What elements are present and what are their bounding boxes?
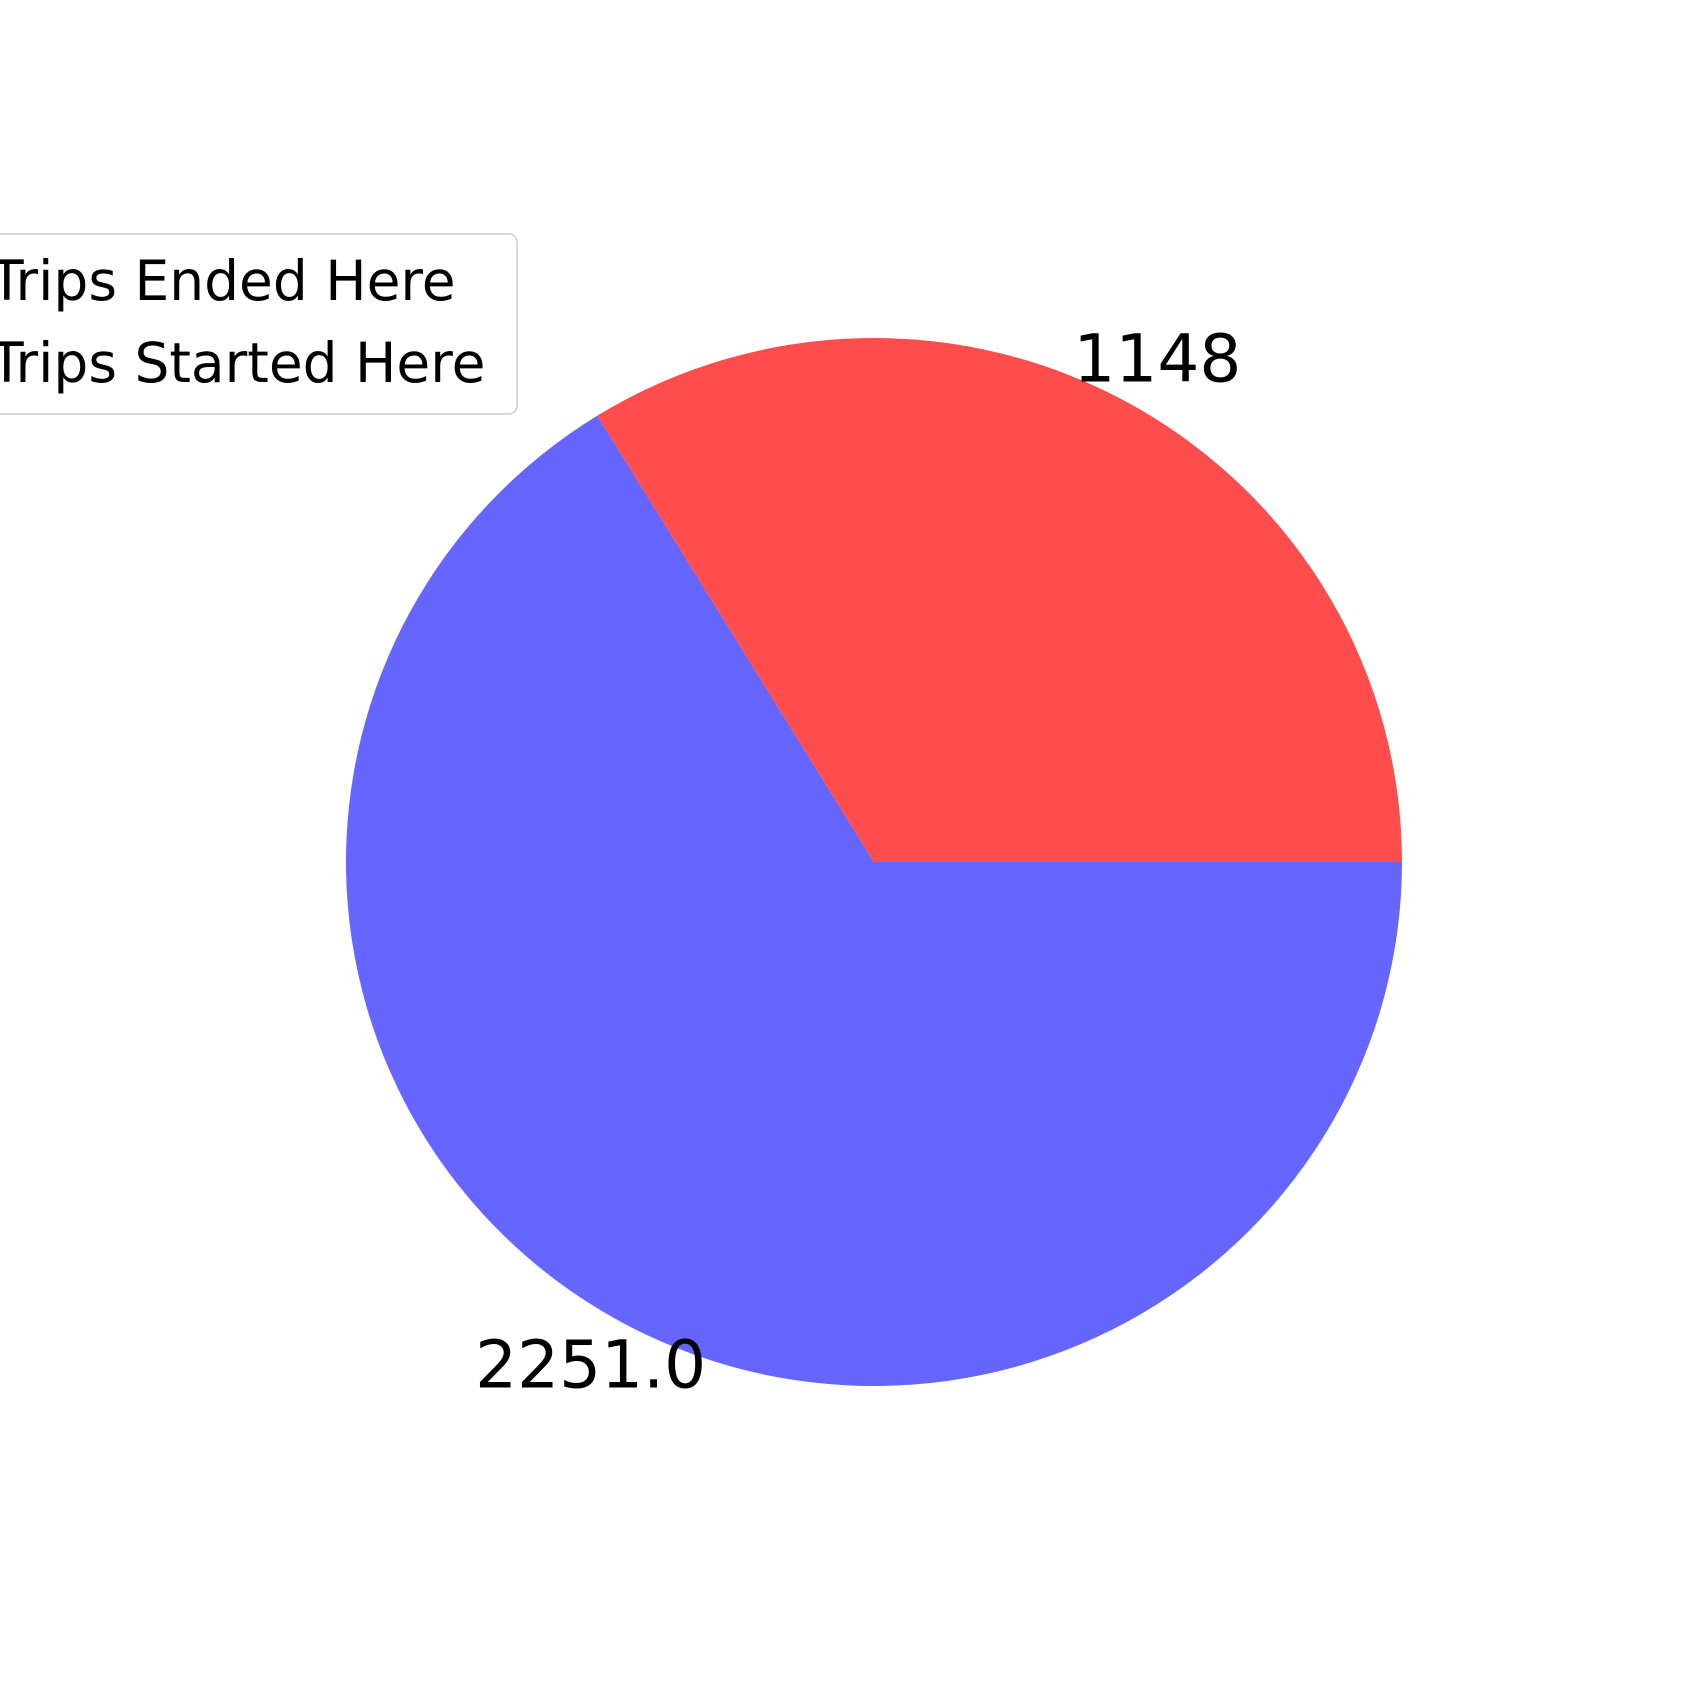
legend-box <box>0 233 518 415</box>
pie-slice-trips-ended <box>597 338 1402 863</box>
legend-entry-started: Trips Started Here <box>0 331 485 395</box>
slice-value-label-trips-started: 2251.0 <box>475 1327 706 1404</box>
legend-entry-ended: Trips Ended Here <box>0 249 456 313</box>
slice-value-label-trips-ended: 1148 <box>1073 320 1241 397</box>
slice-value-labels: 1148 2251.0 <box>475 320 1241 1403</box>
legend: Trips Ended Here Trips Started Here <box>0 233 518 415</box>
pie-slice-trips-started <box>345 415 1403 1386</box>
pie-slices <box>345 338 1403 1386</box>
